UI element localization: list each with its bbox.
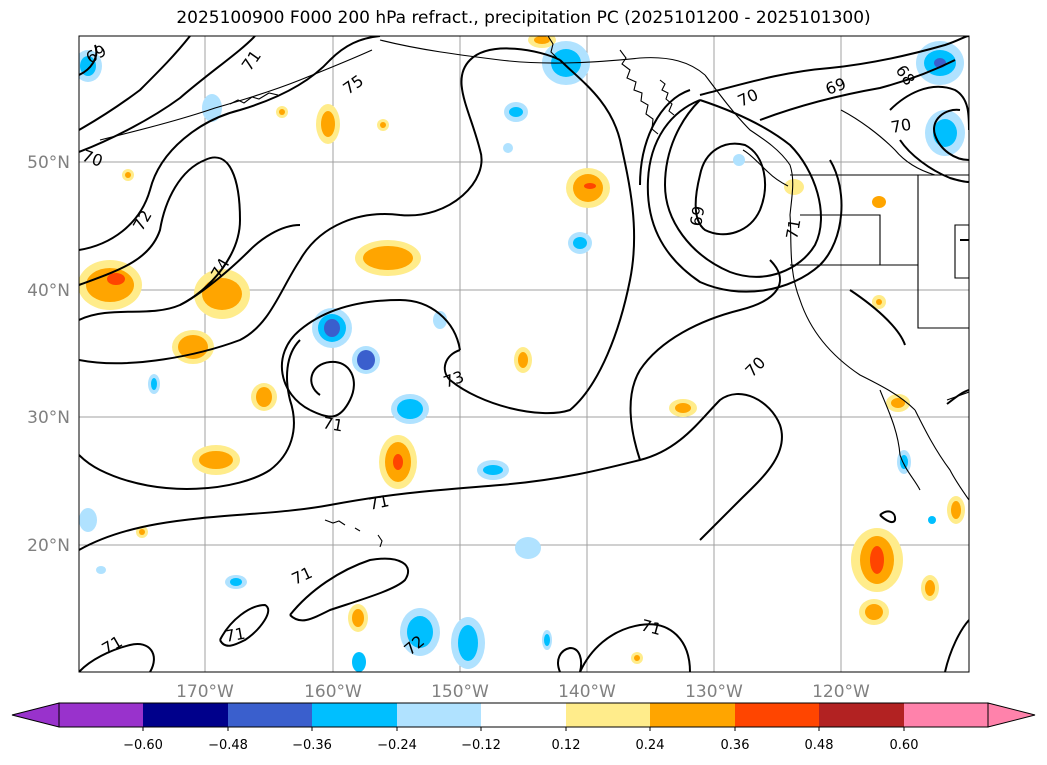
precip-blob <box>316 104 340 144</box>
precip-blob <box>79 508 97 532</box>
precip-blob <box>872 196 886 208</box>
map-frame <box>78 35 970 673</box>
precip-negative-areas <box>79 41 965 672</box>
contour-label: 69 <box>686 204 708 227</box>
lon-label: 170°W <box>176 682 234 702</box>
precip-blob <box>542 630 552 650</box>
precip-blob <box>477 460 509 480</box>
colorbar-segment <box>650 703 736 727</box>
precip-blob <box>928 516 936 524</box>
precip-positive-areas <box>79 36 965 664</box>
precip-blob <box>851 528 903 592</box>
colorbar-tick-label: 0.60 <box>890 738 919 753</box>
precip-blob <box>352 652 366 672</box>
lat-label: 50°N <box>27 153 70 173</box>
precip-blob <box>528 36 556 48</box>
lat-label: 20°N <box>27 536 70 556</box>
latitude-labels: 50°N 40°N 30°N 20°N <box>27 153 70 556</box>
precip-blob <box>192 445 240 475</box>
contour-label: 71 <box>782 217 804 240</box>
precip-blob <box>859 599 889 625</box>
precip-blob <box>96 566 106 574</box>
map-title: 2025100900 F000 200 hPa refract., precip… <box>176 8 871 28</box>
precip-blob <box>79 260 142 310</box>
lat-label: 30°N <box>27 408 70 428</box>
precip-blob <box>276 106 288 118</box>
contour-label: 71 <box>321 413 344 435</box>
precip-blob <box>504 102 528 122</box>
precip-blob <box>433 311 447 329</box>
precip-blob <box>897 450 911 474</box>
colorbar-tick-label: −0.48 <box>208 738 248 753</box>
precip-blob <box>352 346 380 374</box>
precip-blob <box>148 374 160 394</box>
precip-blob <box>669 399 697 417</box>
colorbar-tick-label: 0.12 <box>552 738 581 753</box>
precip-blob <box>194 269 250 319</box>
colorbar-segment <box>904 703 988 727</box>
colorbar-segment <box>819 703 905 727</box>
precip-blob <box>566 168 610 208</box>
precip-blob <box>872 295 886 309</box>
lat-label: 40°N <box>27 281 70 301</box>
precip-blob <box>202 94 222 122</box>
colorbar-segment <box>312 703 398 727</box>
precip-blob <box>136 526 148 538</box>
precip-blob <box>733 154 745 166</box>
colorbar-segment <box>481 703 567 727</box>
precip-blob <box>515 537 541 559</box>
colorbar-segment <box>59 703 144 727</box>
precip-blob <box>514 347 532 373</box>
longitude-labels: 170°W 160°W 150°W 140°W 130°W 120°W <box>176 682 870 702</box>
coastlines <box>99 36 969 548</box>
colorbar-segment <box>566 703 651 727</box>
precip-blob <box>921 575 939 601</box>
precip-blob <box>355 240 421 276</box>
colorbar-tick-label: 0.36 <box>721 738 750 753</box>
precip-blob <box>631 652 643 664</box>
contour-label: 71 <box>639 616 664 640</box>
colorbar-segment <box>397 703 482 727</box>
colorbar-tick-label: −0.36 <box>292 738 332 753</box>
colorbar-tick-label: −0.12 <box>461 738 501 753</box>
contour-label: 70 <box>889 115 912 137</box>
precip-blob <box>784 179 804 195</box>
precip-blob <box>251 383 277 411</box>
colorbar-tick-label: −0.60 <box>123 738 163 753</box>
precip-blob <box>172 330 214 364</box>
lon-label: 150°W <box>431 682 489 702</box>
precip-blob <box>503 143 513 153</box>
contour-label: 71 <box>367 491 391 514</box>
colorbar-segment <box>143 703 229 727</box>
lon-label: 140°W <box>558 682 616 702</box>
precip-blob <box>916 41 964 85</box>
lon-label: 130°W <box>685 682 743 702</box>
colorbar-tick-label: −0.24 <box>377 738 417 753</box>
precip-blob <box>400 608 440 656</box>
precip-blob <box>377 119 389 131</box>
colorbar-extend-low <box>11 702 60 728</box>
precip-blob <box>225 575 247 589</box>
colorbar-segment <box>228 703 313 727</box>
precip-blob <box>122 169 134 181</box>
precip-blob <box>886 394 910 412</box>
contours <box>79 36 969 672</box>
precip-blob <box>348 604 368 632</box>
colorbar-extend-high <box>987 702 1036 728</box>
contour-label: 71 <box>223 624 246 646</box>
precip-blob <box>379 435 417 489</box>
precip-blob <box>451 617 485 669</box>
colorbar-segment <box>735 703 820 727</box>
lon-label: 160°W <box>304 682 362 702</box>
colorbar: −0.60 −0.48 −0.36 −0.24 −0.12 0.12 0.24 … <box>11 702 1036 753</box>
colorbar-tick-label: 0.48 <box>805 738 834 753</box>
precip-blob <box>947 496 965 524</box>
precip-blob <box>312 308 352 348</box>
colorbar-tick-label: 0.24 <box>636 738 665 753</box>
precip-blob <box>568 232 592 254</box>
precip-blob <box>391 394 429 424</box>
lon-label: 120°W <box>812 682 870 702</box>
